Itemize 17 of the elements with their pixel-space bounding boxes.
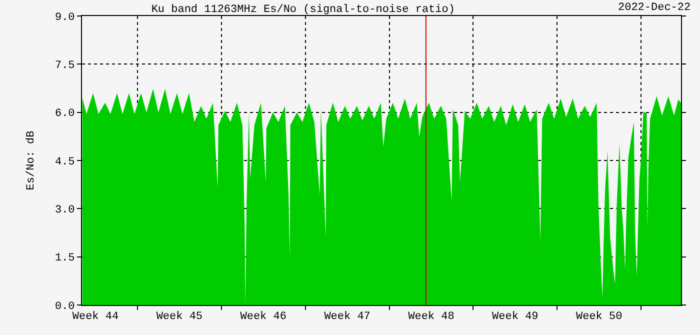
y-tick-label: 9.0 <box>54 12 75 24</box>
x-tick-label: Week 49 <box>492 311 538 324</box>
y-tick-label: 6.0 <box>54 108 75 120</box>
y-tick-label: 1.5 <box>54 252 75 265</box>
x-tick-label: Week 47 <box>324 311 370 324</box>
x-tick-label: Week 45 <box>156 311 203 324</box>
x-tick-label: Week 50 <box>576 311 622 324</box>
y-axis-title: Es/No: dB <box>26 130 38 190</box>
text: 2022-Dec-22 <box>618 2 691 14</box>
y-tick-label: 3.0 <box>54 204 75 217</box>
x-tick-label: Week 44 <box>72 311 119 324</box>
y-tick-label: 0.0 <box>54 300 75 313</box>
y-tick-label: 7.5 <box>54 60 75 72</box>
x-tick-label: Week 46 <box>240 311 286 324</box>
y-tick-label: 4.5 <box>54 156 75 168</box>
chart-title: Ku band 11263MHz Es/No (signal-to-noise ratio) <box>151 4 455 16</box>
x-tick-label: Week 48 <box>408 311 454 324</box>
